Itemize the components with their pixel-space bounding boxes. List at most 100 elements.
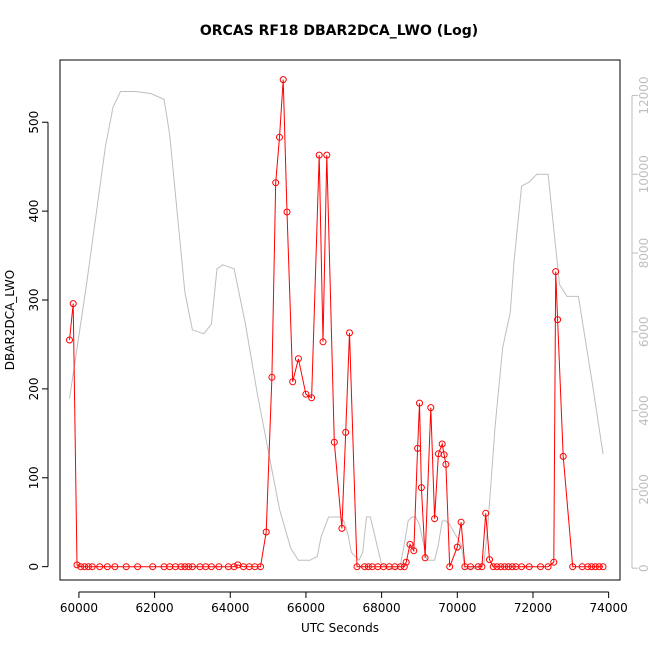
data-point — [406, 540, 414, 548]
data-point — [431, 515, 439, 523]
chart-title: ORCAS RF18 DBAR2DCA_LWO (Log) — [200, 23, 478, 39]
plot-frame — [59, 59, 621, 581]
data-point — [338, 524, 346, 532]
x-tick-label: 70000 — [438, 601, 476, 615]
x-axis: 60000 62000 64000 66000 68000 70000 72000 74000 — [60, 591, 628, 615]
data-point — [84, 563, 92, 571]
data-point — [584, 563, 592, 571]
y2-tick-label: 12000 — [637, 76, 650, 114]
y2-tick-label: 8000 — [637, 238, 650, 269]
data-point — [416, 399, 423, 407]
data-point — [283, 208, 291, 216]
data-point — [279, 76, 287, 84]
data-point — [417, 484, 425, 492]
x-tick-label: 64000 — [211, 601, 249, 615]
data-point — [315, 151, 323, 159]
y2-tick-label: 10000 — [637, 155, 650, 193]
data-point — [330, 438, 338, 446]
data-point — [442, 460, 450, 468]
data-point — [268, 373, 276, 381]
primary-series — [66, 76, 607, 571]
data-point — [421, 554, 429, 562]
data-point — [177, 563, 185, 571]
data-point — [361, 563, 369, 571]
data-point — [508, 563, 516, 571]
data-point — [569, 563, 577, 571]
data-point — [342, 428, 350, 436]
x-tick-label: 74000 — [590, 601, 628, 615]
data-point — [410, 547, 418, 555]
data-point — [518, 563, 526, 571]
data-point — [486, 556, 493, 564]
x-tick-label: 62000 — [136, 601, 174, 615]
data-point — [482, 509, 490, 517]
data-point — [552, 268, 560, 276]
data-point — [440, 451, 448, 459]
data-point — [134, 563, 142, 571]
y-axis: 0 100 200 300 400 500 — [27, 111, 49, 571]
data-point — [591, 563, 599, 571]
data-point — [497, 563, 505, 571]
data-point — [537, 563, 544, 571]
data-point — [294, 355, 302, 363]
secondary-series — [69, 91, 604, 569]
data-point — [96, 563, 104, 571]
y-axis-label: DBAR2DCA_LWO — [3, 270, 17, 370]
data-point — [302, 390, 310, 398]
data-point — [77, 563, 85, 571]
data-point — [504, 563, 512, 571]
data-point — [149, 563, 157, 571]
data-point — [207, 563, 215, 571]
data-point — [457, 518, 465, 526]
data-point — [559, 452, 567, 460]
data-point — [453, 543, 461, 551]
data-point — [595, 563, 603, 571]
y2-axis: 0 2000 4000 6000 8000 10000 12000 — [631, 76, 650, 572]
y-tick-label: 100 — [27, 466, 41, 489]
data-point — [308, 394, 316, 402]
y2-tick-label: 6000 — [637, 317, 650, 348]
data-point — [272, 179, 280, 187]
data-point — [588, 563, 596, 571]
x-tick-label: 66000 — [287, 601, 325, 615]
x-axis-label: UTC Seconds — [301, 621, 379, 635]
y-tick-label: 300 — [27, 289, 41, 312]
y-tick-label: 500 — [27, 111, 41, 134]
data-point — [181, 563, 189, 571]
x-tick-label: 68000 — [363, 601, 401, 615]
data-point — [262, 528, 270, 536]
y2-tick-label: 2000 — [637, 474, 650, 505]
data-point — [501, 563, 509, 571]
data-point — [397, 563, 404, 571]
data-point — [276, 133, 283, 141]
data-point — [73, 561, 81, 569]
data-point — [525, 563, 533, 571]
data-point — [544, 563, 552, 571]
data-point — [554, 316, 562, 324]
data-point — [257, 563, 264, 571]
series-line-0 — [69, 79, 603, 568]
data-point — [446, 563, 454, 571]
data-point — [489, 563, 497, 571]
data-point — [289, 378, 297, 386]
data-point — [364, 563, 372, 571]
data-point — [122, 563, 130, 571]
data-point — [69, 300, 77, 308]
data-point — [438, 440, 446, 448]
data-point — [550, 558, 558, 566]
x-tick-label: 72000 — [514, 601, 552, 615]
data-point — [467, 563, 474, 571]
data-point — [66, 336, 73, 344]
y-tick-label: 0 — [27, 563, 41, 571]
data-point — [215, 563, 223, 571]
series-line-1 — [69, 91, 604, 569]
y2-tick-label: 0 — [637, 564, 650, 572]
data-point — [319, 338, 327, 346]
data-point — [88, 563, 96, 571]
data-point — [188, 563, 196, 571]
data-point — [353, 563, 361, 571]
x-tick-label: 60000 — [60, 601, 98, 615]
data-point — [185, 563, 193, 571]
data-point — [400, 563, 408, 571]
